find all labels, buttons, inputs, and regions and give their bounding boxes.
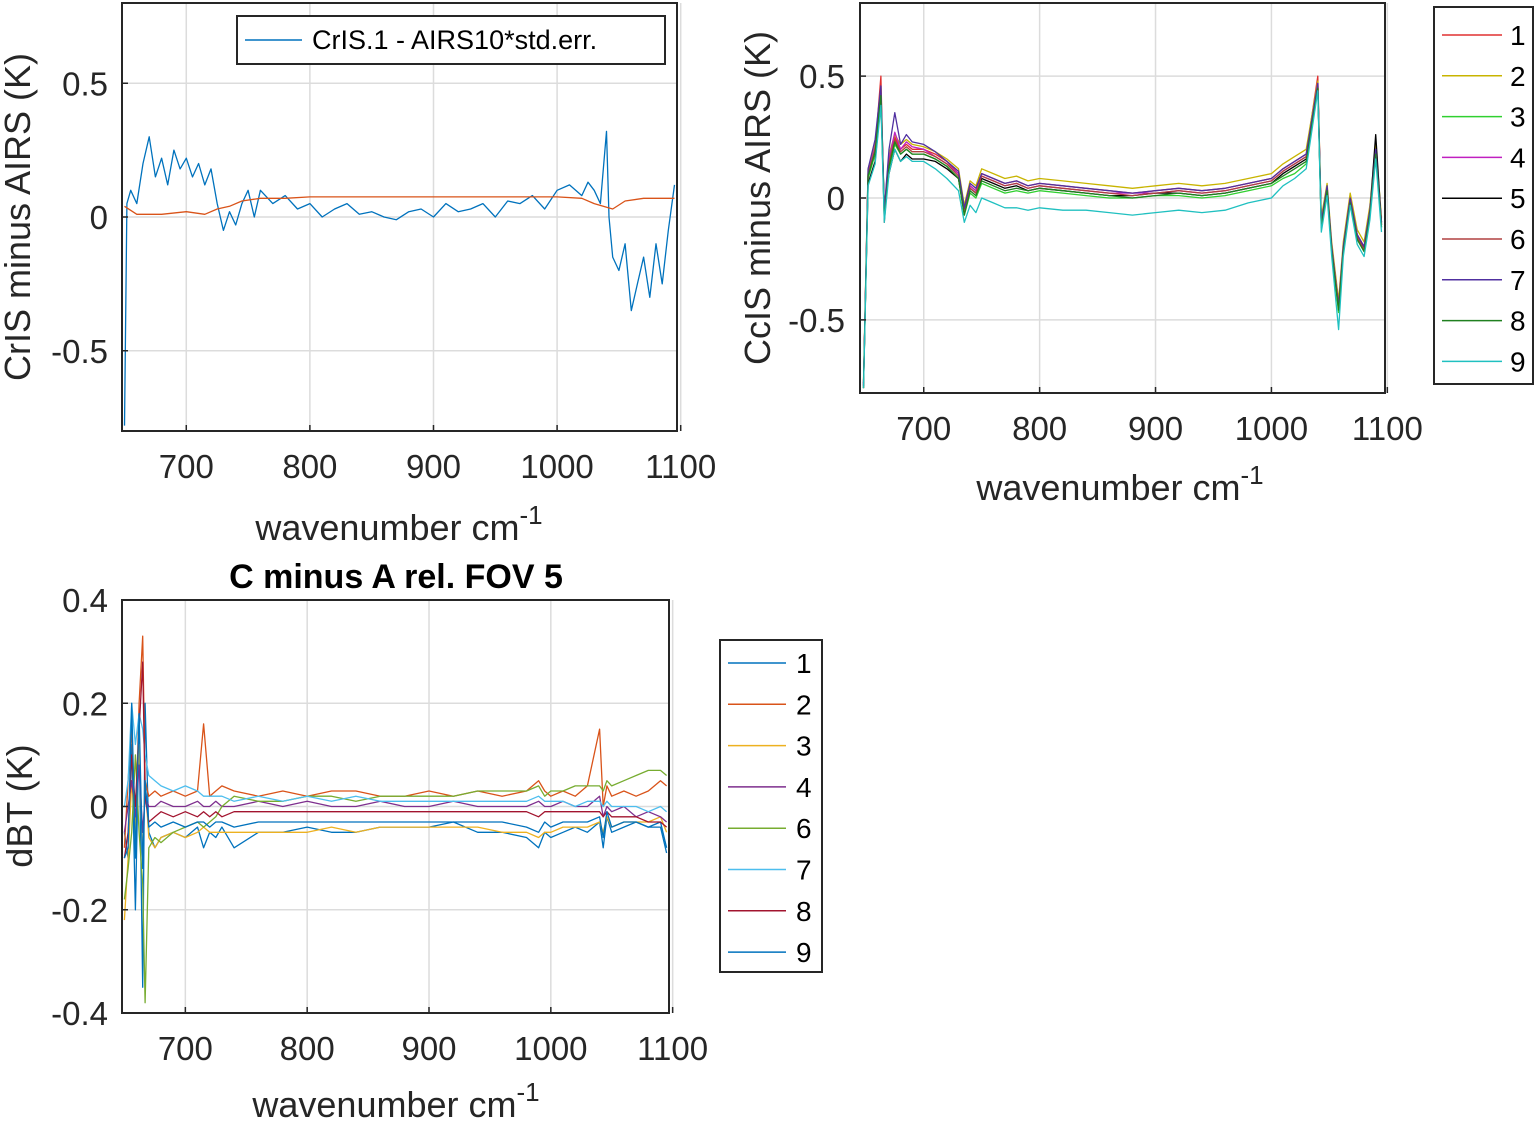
- legend-entry-label: 6: [1510, 224, 1526, 255]
- series-line-10*std.err.: [124, 196, 675, 215]
- legend-entry-label: 7: [796, 855, 812, 886]
- y-tick-label: -0.4: [51, 995, 108, 1032]
- x-tick-label: 1000: [1235, 410, 1308, 447]
- series-line-8: [123, 661, 668, 859]
- p3-x-axis-label: wavenumber cm-1: [251, 1077, 539, 1122]
- p2-x-axis-label: wavenumber cm-1: [975, 460, 1263, 508]
- series-line-2: [123, 635, 668, 848]
- p3-title: C minus A rel. FOV 5: [229, 558, 563, 596]
- x-tick-label: 900: [401, 1030, 456, 1067]
- legend-entry-label: 3: [796, 731, 812, 762]
- legend-entry-label: 9: [796, 937, 812, 968]
- panel-ccis-minus-airs: 700 800 900 1000 1100 0.5 0 -0.5 wavenumber cm…: [737, 2, 1534, 508]
- legend-entry-label: 2: [796, 689, 812, 720]
- x-tick-label: 900: [1128, 410, 1183, 447]
- p3-series-group: [123, 635, 668, 1004]
- y-tick-label: 0.2: [62, 685, 108, 722]
- x-tick-label: 1000: [520, 448, 593, 485]
- series-line-9: [123, 702, 668, 870]
- x-tick-label: 800: [280, 1030, 335, 1067]
- legend-entry-label: 9: [1510, 346, 1526, 377]
- y-tick-label: 0: [90, 789, 108, 826]
- panel-cris-minus-airs: 700 800 900 1000 1100 0.5 0 -0.5 wavenumber cm…: [0, 2, 716, 548]
- p2-x-ticks: 700 800 900 1000 1100: [896, 387, 1423, 447]
- y-tick-label: 0.5: [62, 65, 108, 102]
- p3-y-axis-label: dBT (K): [0, 744, 40, 867]
- y-tick-label: 0: [90, 199, 108, 236]
- p2-series-group: [862, 75, 1383, 389]
- x-tick-label: 800: [1012, 410, 1067, 447]
- legend-entry-label: 1: [796, 648, 812, 679]
- series-line-8: [862, 87, 1383, 389]
- legend-entry-label: 2: [1510, 61, 1526, 92]
- x-tick-label: 1100: [1352, 410, 1423, 447]
- p2-y-axis-label: CcIS minus AIRS (K): [737, 31, 778, 365]
- legend-entry-label: 6: [796, 813, 812, 844]
- y-tick-label: 0.4: [62, 582, 108, 619]
- x-tick-label: 700: [896, 410, 951, 447]
- y-tick-label: -0.2: [51, 892, 108, 929]
- series-line-CrIS.1 - AIRS: [123, 130, 676, 426]
- x-tick-label: 700: [158, 1030, 213, 1067]
- p1-legend-label: CrIS.1 - AIRS10*std.err.: [312, 25, 597, 55]
- series-line-6: [123, 754, 668, 1004]
- x-tick-label: 1000: [514, 1030, 587, 1067]
- p2-y-ticks: 0.5 0 -0.5: [788, 58, 866, 339]
- legend-entry-label: 8: [796, 896, 812, 927]
- p1-x-axis-label: wavenumber cm-1: [254, 500, 542, 548]
- x-tick-label: 800: [282, 448, 337, 485]
- p2-legend: 1 2 3 4 5 6 7 8 9: [1433, 6, 1534, 385]
- series-line-4: [123, 764, 668, 833]
- legend-entry-label: 5: [1510, 183, 1526, 214]
- p3-legend-box: [719, 639, 823, 973]
- y-tick-label: 0: [827, 180, 845, 217]
- legend-entry-label: 8: [1510, 306, 1526, 337]
- panel-c-minus-a-rel-fov5: C minus A rel. FOV 5 700 800 900 1000 1100 0…: [0, 558, 823, 1122]
- p1-legend-box: [236, 15, 666, 65]
- legend-entry-label: 3: [1510, 102, 1526, 133]
- p1-x-ticks: 700 800 900 1000 1100: [159, 425, 716, 485]
- x-tick-label: 700: [159, 448, 214, 485]
- series-line-7: [123, 702, 668, 813]
- p1-legend: CrIS.1 - AIRS10*std.err.: [236, 15, 666, 65]
- p1-series-group: [123, 130, 676, 426]
- legend-entry-label: 7: [1510, 265, 1526, 296]
- p1-y-axis-label: CrIS minus AIRS (K): [0, 53, 38, 381]
- series-line-9: [862, 90, 1383, 389]
- p3-x-ticks: 700 800 900 1000 1100: [158, 1007, 708, 1067]
- legend-entry-label: 4: [1510, 142, 1526, 173]
- y-tick-label: 0.5: [799, 58, 845, 95]
- legend-entry-label: 4: [796, 772, 812, 803]
- y-tick-label: -0.5: [788, 302, 845, 339]
- x-tick-label: 1100: [645, 448, 716, 485]
- x-tick-label: 1100: [637, 1030, 708, 1067]
- p1-y-ticks: 0.5 0 -0.5: [51, 65, 128, 370]
- p3-legend: 1 2 3 4 6 7 8 9: [719, 639, 823, 973]
- x-tick-label: 900: [406, 448, 461, 485]
- p3-y-ticks: 0.4 0.2 0 -0.2 -0.4: [51, 582, 128, 1032]
- legend-entry-label: 1: [1510, 20, 1526, 51]
- y-tick-label: -0.5: [51, 333, 108, 370]
